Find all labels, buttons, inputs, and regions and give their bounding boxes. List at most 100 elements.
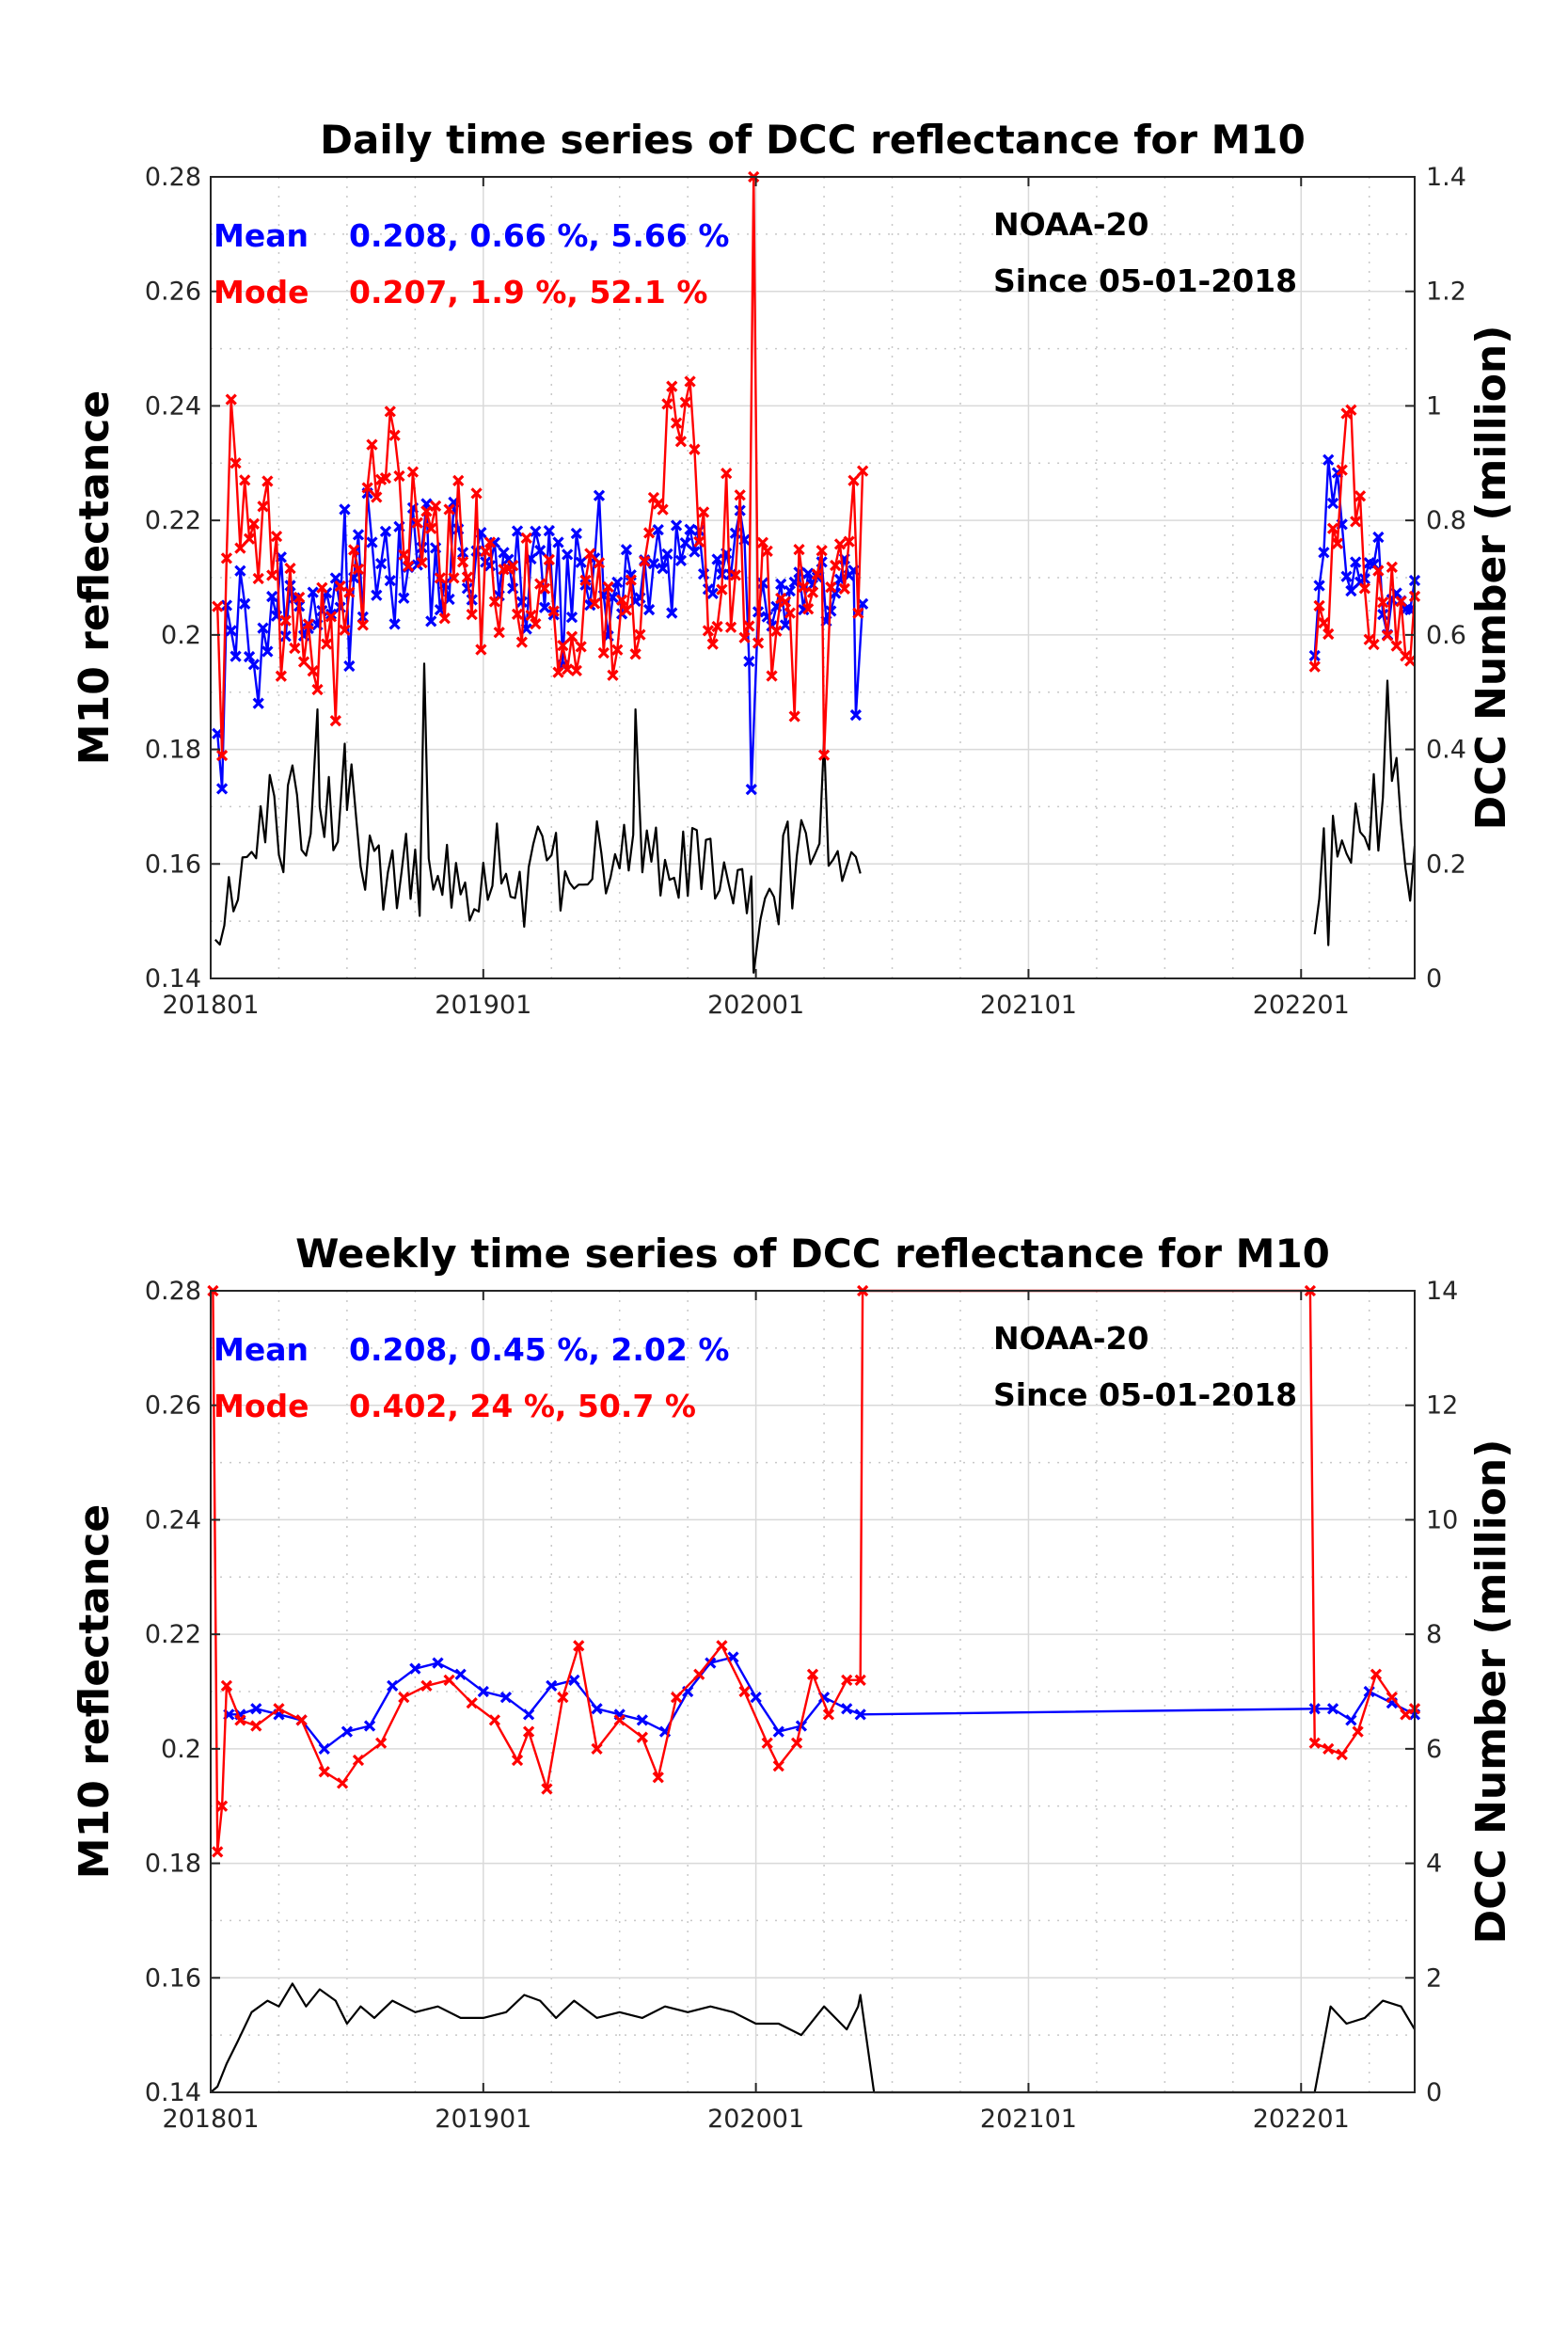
data-point-mode — [302, 618, 314, 630]
data-point-mode — [1313, 599, 1325, 612]
data-point-mode — [429, 500, 442, 512]
data-point-mode — [716, 1640, 728, 1652]
data-point-mode — [212, 600, 224, 612]
data-point-mode — [620, 604, 633, 616]
data-point-mode — [793, 543, 805, 556]
weekly-mean-label: Mean — [214, 1331, 309, 1368]
data-point-mode — [1372, 564, 1385, 577]
data-point-mode — [1308, 660, 1321, 673]
data-point-mode — [230, 457, 242, 469]
data-point-mean — [849, 708, 863, 722]
data-point-mode — [734, 489, 746, 501]
data-point-mode — [693, 1668, 705, 1680]
data-point-mode — [366, 438, 378, 451]
data-point-mode — [273, 1703, 285, 1715]
daily-mean-stats: 0.208, 0.66 %, 5.66 % — [349, 217, 729, 254]
weekly-y-axis-label: M10 reflectance — [71, 1504, 119, 1879]
data-point-mode — [634, 628, 646, 641]
data-point-mode — [706, 638, 719, 650]
data-point-mode — [416, 557, 428, 569]
data-point-mean — [775, 578, 787, 591]
data-point-mode — [589, 597, 601, 610]
data-point-mean — [552, 536, 564, 548]
data-point-mode — [321, 638, 333, 650]
series-line-dcc-number — [1313, 679, 1417, 946]
data-point-mode — [816, 545, 828, 557]
data-point-mode — [711, 620, 723, 633]
data-point-mean — [234, 564, 246, 577]
x-tick-label: 201801 — [162, 991, 259, 1020]
data-point-mean — [388, 618, 401, 630]
data-point-mode — [1381, 629, 1394, 642]
data-point-mode — [593, 557, 606, 569]
data-point-mean — [642, 603, 656, 616]
daily-axes-box — [210, 176, 1416, 979]
data-point-mode — [434, 572, 447, 584]
data-point-mean — [371, 589, 383, 601]
data-point-mean — [279, 630, 292, 643]
data-point-mode — [661, 398, 673, 410]
y-tick-label: 0.24 — [145, 1505, 201, 1534]
data-point-mode — [1386, 561, 1398, 574]
x-tick-label: 202201 — [1253, 2105, 1350, 2134]
data-point-mode — [613, 1714, 626, 1726]
data-point-mode — [811, 568, 823, 580]
y2-tick-label: 1 — [1426, 391, 1442, 421]
data-point-mode — [266, 569, 278, 581]
data-point-mode — [854, 1674, 866, 1686]
data-point-mean — [652, 524, 664, 536]
data-point-mean — [779, 619, 792, 631]
data-point-mode — [507, 560, 519, 572]
data-point-mode — [515, 636, 528, 648]
data-point-mode — [666, 380, 678, 392]
data-point-mean — [1323, 453, 1335, 466]
data-point-mode — [425, 522, 437, 534]
data-point-mode — [1395, 596, 1407, 608]
data-point-mode — [830, 559, 842, 572]
data-point-mean — [477, 1685, 489, 1698]
data-point-mode — [488, 596, 501, 608]
data-point-mode — [1323, 628, 1335, 641]
data-point-mean — [307, 586, 319, 598]
data-point-mode — [616, 594, 628, 606]
data-point-mode — [565, 630, 578, 643]
x-tick-label: 201901 — [435, 2105, 531, 2134]
data-point-mode — [438, 612, 451, 625]
data-point-mode — [674, 436, 688, 448]
series-dcc-number — [210, 1982, 1416, 2094]
data-point-mode — [552, 666, 564, 678]
data-point-mode — [761, 545, 773, 558]
data-point-mean — [247, 659, 261, 671]
data-point-mode — [511, 1754, 524, 1767]
data-point-mean — [1318, 547, 1330, 559]
daily-y2-axis-label: DCC Number (million) — [1467, 326, 1515, 831]
data-point-mode — [398, 1691, 410, 1704]
data-point-mode — [547, 605, 560, 617]
data-point-mode — [289, 642, 301, 655]
y2-tick-label: 10 — [1426, 1505, 1458, 1534]
data-point-mode — [452, 474, 465, 486]
daily-mean-label: Mean — [214, 217, 309, 254]
data-point-mean — [568, 1674, 580, 1686]
weekly-chart-panel: 201801 201901 202001 202101 202201 0.14 0.16 0.… — [71, 1231, 1515, 2134]
y2-tick-label: 0.2 — [1426, 850, 1466, 879]
data-point-mode — [772, 1759, 784, 1772]
data-point-mode — [466, 608, 478, 621]
data-point-mode — [525, 609, 537, 622]
data-point-mode — [852, 607, 864, 619]
data-point-mode — [325, 611, 338, 623]
data-point-mode — [724, 621, 737, 633]
data-point-mode — [470, 487, 483, 500]
x-tick-label: 201901 — [435, 991, 531, 1020]
data-point-mode — [1326, 522, 1339, 534]
data-point-mode — [557, 1691, 569, 1704]
data-point-mode — [693, 535, 705, 548]
data-point-mean — [611, 576, 624, 588]
data-point-mode — [243, 532, 256, 545]
data-point-mode — [279, 614, 292, 627]
data-point-mean — [711, 553, 723, 565]
daily-data-series — [212, 170, 1421, 974]
y-tick-label: 0.26 — [145, 278, 201, 307]
data-point-mean — [854, 1708, 866, 1721]
data-point-mean — [743, 655, 755, 668]
